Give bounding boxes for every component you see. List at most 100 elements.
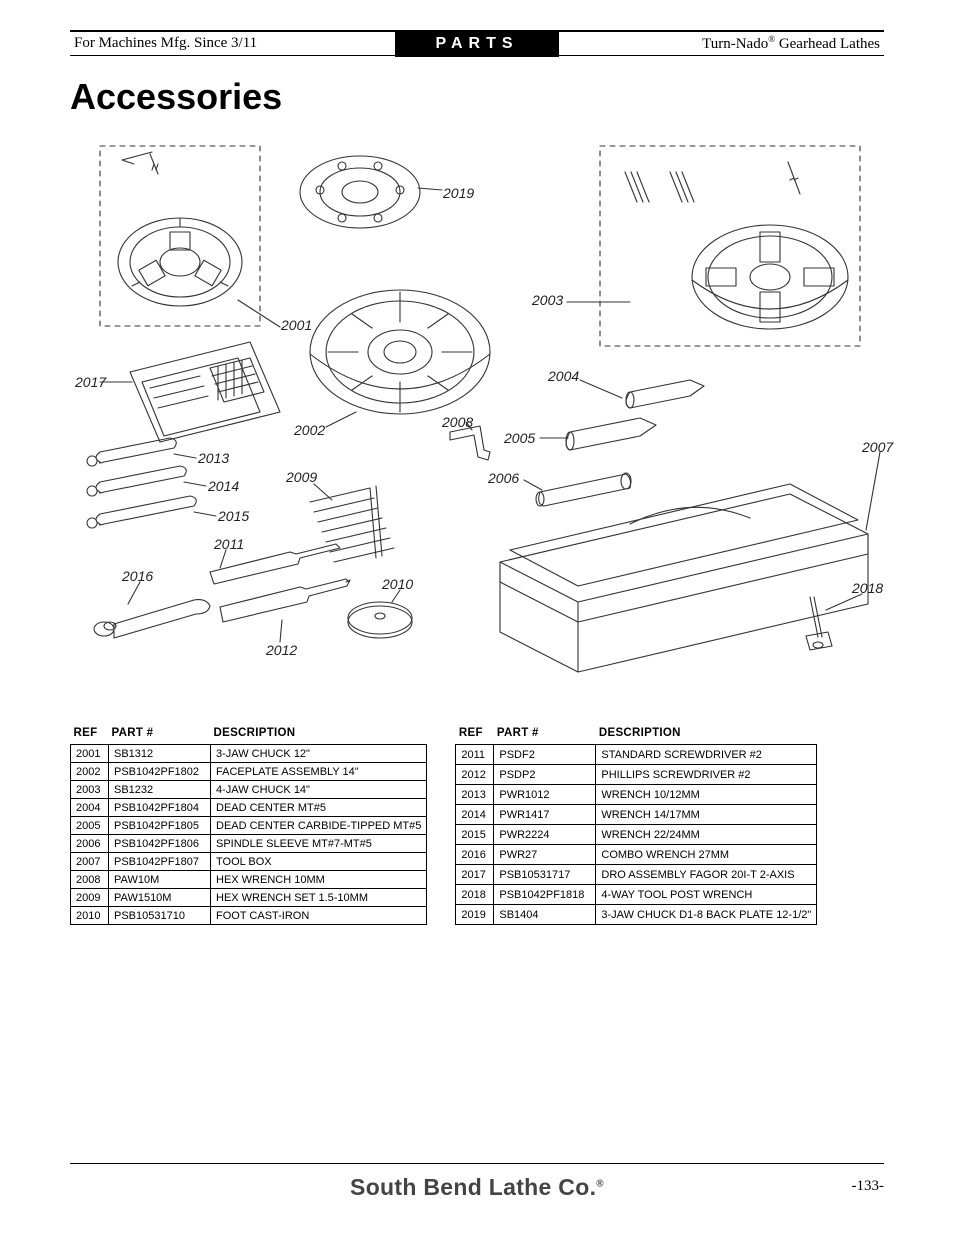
table-row: 2019SB14043-JAW CHUCK D1-8 BACK PLATE 12… — [456, 905, 817, 925]
cell-part: PSDP2 — [494, 765, 596, 785]
callout-2011: 2011 — [214, 536, 244, 552]
table-row: 2018PSB1042PF18184-WAY TOOL POST WRENCH — [456, 885, 817, 905]
header-left: For Machines Mfg. Since 3/11 — [70, 35, 395, 52]
table-row: 2002PSB1042PF1802FACEPLATE ASSEMBLY 14" — [71, 763, 427, 781]
page-footer: South Bend Lathe Co.® -133- — [70, 1163, 884, 1201]
callout-2016: 2016 — [122, 568, 153, 584]
callout-2014: 2014 — [208, 478, 239, 494]
cell-desc: HEX WRENCH 10MM — [211, 871, 427, 889]
cell-ref: 2016 — [456, 845, 494, 865]
table-row: 2001SB13123-JAW CHUCK 12" — [71, 745, 427, 763]
cell-desc: 4-WAY TOOL POST WRENCH — [596, 885, 817, 905]
cell-ref: 2005 — [71, 817, 109, 835]
callout-2002: 2002 — [294, 422, 325, 438]
cell-desc: 3-JAW CHUCK 12" — [211, 745, 427, 763]
callout-2007: 2007 — [862, 439, 893, 455]
cell-desc: HEX WRENCH SET 1.5-10MM — [211, 889, 427, 907]
cell-desc: FACEPLATE ASSEMBLY 14" — [211, 763, 427, 781]
cell-desc: FOOT CAST-IRON — [211, 907, 427, 925]
cell-ref: 2002 — [71, 763, 109, 781]
callout-2003: 2003 — [532, 292, 563, 308]
header-right-suffix: Gearhead Lathes — [775, 36, 880, 52]
table-row: 2015PWR2224WRENCH 22/24MM — [456, 825, 817, 845]
cell-part: SB1232 — [109, 781, 211, 799]
footer-page-number: -133- — [852, 1178, 885, 1195]
cell-part: PAW1510M — [109, 889, 211, 907]
cell-part: PWR1012 — [494, 785, 596, 805]
cell-desc: WRENCH 22/24MM — [596, 825, 817, 845]
table-row: 2014PWR1417WRENCH 14/17MM — [456, 805, 817, 825]
cell-part: SB1312 — [109, 745, 211, 763]
cell-part: PSB10531717 — [494, 865, 596, 885]
cell-ref: 2017 — [456, 865, 494, 885]
header-center-badge: PARTS — [395, 31, 558, 57]
table-row: 2011PSDF2STANDARD SCREWDRIVER #2 — [456, 745, 817, 765]
cell-ref: 2009 — [71, 889, 109, 907]
cell-part: PSB1042PF1806 — [109, 835, 211, 853]
cell-ref: 2015 — [456, 825, 494, 845]
reg-mark: ® — [596, 1178, 604, 1189]
callout-2018: 2018 — [852, 580, 883, 596]
page-title: Accessories — [70, 76, 884, 118]
table-row: 2008PAW10MHEX WRENCH 10MM — [71, 871, 427, 889]
cell-ref: 2012 — [456, 765, 494, 785]
cell-ref: 2019 — [456, 905, 494, 925]
cell-ref: 2011 — [456, 745, 494, 765]
header-right-prefix: Turn-Nado — [702, 36, 768, 52]
callout-2010: 2010 — [382, 576, 413, 592]
table-row: 2010PSB10531710FOOT CAST-IRON — [71, 907, 427, 925]
cell-desc: SPINDLE SLEEVE MT#7-MT#5 — [211, 835, 427, 853]
callout-2005: 2005 — [504, 430, 535, 446]
parts-diagram: 2019 2001 2003 2017 2002 2008 2004 2005 … — [70, 132, 888, 702]
cell-ref: 2010 — [71, 907, 109, 925]
cell-desc: PHILLIPS SCREWDRIVER #2 — [596, 765, 817, 785]
cell-ref: 2013 — [456, 785, 494, 805]
cell-desc: DRO ASSEMBLY FAGOR 20I-T 2-AXIS — [596, 865, 817, 885]
callout-2019: 2019 — [443, 185, 474, 201]
cell-ref: 2001 — [71, 745, 109, 763]
th-ref: REF — [71, 724, 109, 745]
cell-ref: 2004 — [71, 799, 109, 817]
cell-ref: 2008 — [71, 871, 109, 889]
callout-2012: 2012 — [266, 642, 297, 658]
callout-2013: 2013 — [198, 450, 229, 466]
table-row: 2003SB12324-JAW CHUCK 14" — [71, 781, 427, 799]
cell-ref: 2018 — [456, 885, 494, 905]
cell-desc: DEAD CENTER MT#5 — [211, 799, 427, 817]
callout-2004: 2004 — [548, 368, 579, 384]
cell-part: PSB1042PF1802 — [109, 763, 211, 781]
th-part: PART # — [109, 724, 211, 745]
th-part: PART # — [494, 724, 596, 745]
cell-desc: TOOL BOX — [211, 853, 427, 871]
cell-part: PWR27 — [494, 845, 596, 865]
callout-2006: 2006 — [488, 470, 519, 486]
cell-ref: 2006 — [71, 835, 109, 853]
table-row: 2007PSB1042PF1807TOOL BOX — [71, 853, 427, 871]
table-row: 2009PAW1510MHEX WRENCH SET 1.5-10MM — [71, 889, 427, 907]
cell-part: PSB1042PF1804 — [109, 799, 211, 817]
callout-2008: 2008 — [442, 414, 473, 430]
table-row: 2004PSB1042PF1804DEAD CENTER MT#5 — [71, 799, 427, 817]
cell-desc: STANDARD SCREWDRIVER #2 — [596, 745, 817, 765]
cell-desc: WRENCH 14/17MM — [596, 805, 817, 825]
th-desc: DESCRIPTION — [596, 724, 817, 745]
callout-2017: 2017 — [75, 374, 106, 390]
table-row: 2005PSB1042PF1805DEAD CENTER CARBIDE-TIP… — [71, 817, 427, 835]
cell-ref: 2007 — [71, 853, 109, 871]
cell-desc: COMBO WRENCH 27MM — [596, 845, 817, 865]
footer-company: South Bend Lathe Co.® — [70, 1174, 884, 1201]
cell-part: PSB1042PF1818 — [494, 885, 596, 905]
cell-ref: 2014 — [456, 805, 494, 825]
table-row: 2016PWR27COMBO WRENCH 27MM — [456, 845, 817, 865]
cell-part: PSDF2 — [494, 745, 596, 765]
cell-desc: DEAD CENTER CARBIDE-TIPPED MT#5 — [211, 817, 427, 835]
table-row: 2006PSB1042PF1806SPINDLE SLEEVE MT#7-MT#… — [71, 835, 427, 853]
header-right: Turn-Nado® Gearhead Lathes — [559, 34, 884, 53]
cell-desc: 3-JAW CHUCK D1-8 BACK PLATE 12-1/2" — [596, 905, 817, 925]
cell-desc: WRENCH 10/12MM — [596, 785, 817, 805]
header-bar: For Machines Mfg. Since 3/11 PARTS Turn-… — [70, 30, 884, 56]
table-row: 2017PSB10531717DRO ASSEMBLY FAGOR 20I-T … — [456, 865, 817, 885]
cell-part: SB1404 — [494, 905, 596, 925]
diagram-svg — [70, 132, 888, 702]
cell-desc: 4-JAW CHUCK 14" — [211, 781, 427, 799]
